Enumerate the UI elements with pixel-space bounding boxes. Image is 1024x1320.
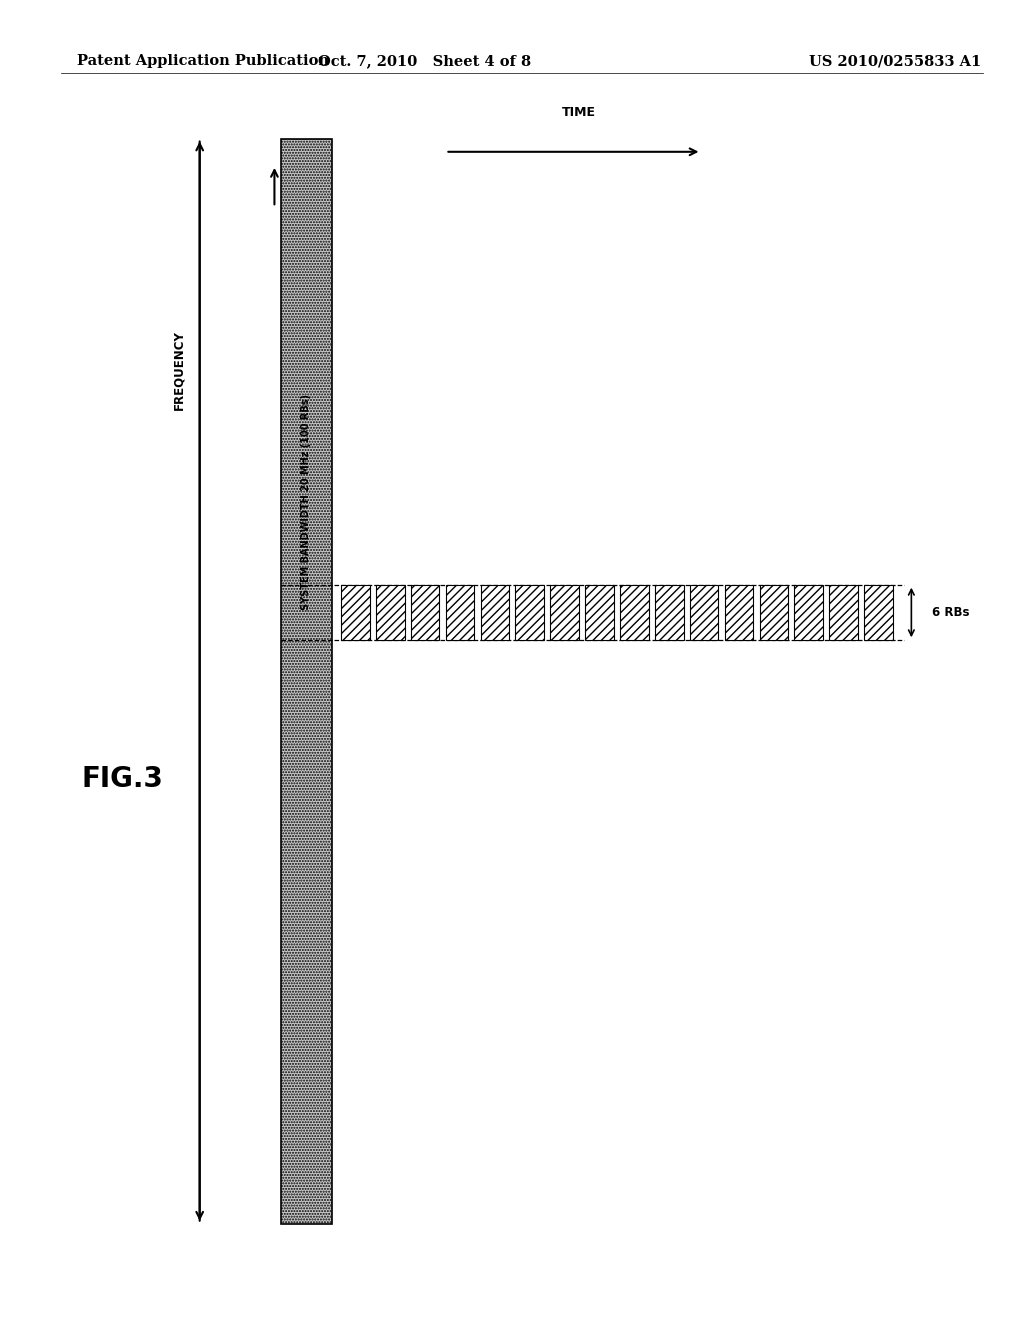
- Text: US 2010/0255833 A1: US 2010/0255833 A1: [809, 54, 981, 69]
- Bar: [281, 139, 332, 1224]
- Text: SYSTEM BANDWIDTH 20 MHz (100 RBs): SYSTEM BANDWIDTH 20 MHz (100 RBs): [301, 393, 311, 610]
- Bar: [411, 585, 439, 640]
- Bar: [864, 585, 893, 640]
- Bar: [586, 585, 613, 640]
- Bar: [445, 585, 474, 640]
- Bar: [621, 585, 648, 640]
- Bar: [550, 585, 579, 640]
- Bar: [725, 585, 754, 640]
- Bar: [795, 585, 823, 640]
- Bar: [376, 585, 404, 640]
- Text: FIG.3: FIG.3: [82, 764, 164, 793]
- Text: Oct. 7, 2010   Sheet 4 of 8: Oct. 7, 2010 Sheet 4 of 8: [318, 54, 531, 69]
- Bar: [480, 585, 509, 640]
- Bar: [515, 585, 544, 640]
- Bar: [655, 585, 684, 640]
- Bar: [341, 585, 370, 640]
- Bar: [690, 585, 719, 640]
- Text: FREQUENCY: FREQUENCY: [173, 330, 185, 409]
- Bar: [829, 585, 858, 640]
- Bar: [760, 585, 788, 640]
- Text: TIME: TIME: [561, 106, 596, 119]
- Text: 6 RBs: 6 RBs: [932, 606, 970, 619]
- Text: Patent Application Publication: Patent Application Publication: [77, 54, 329, 69]
